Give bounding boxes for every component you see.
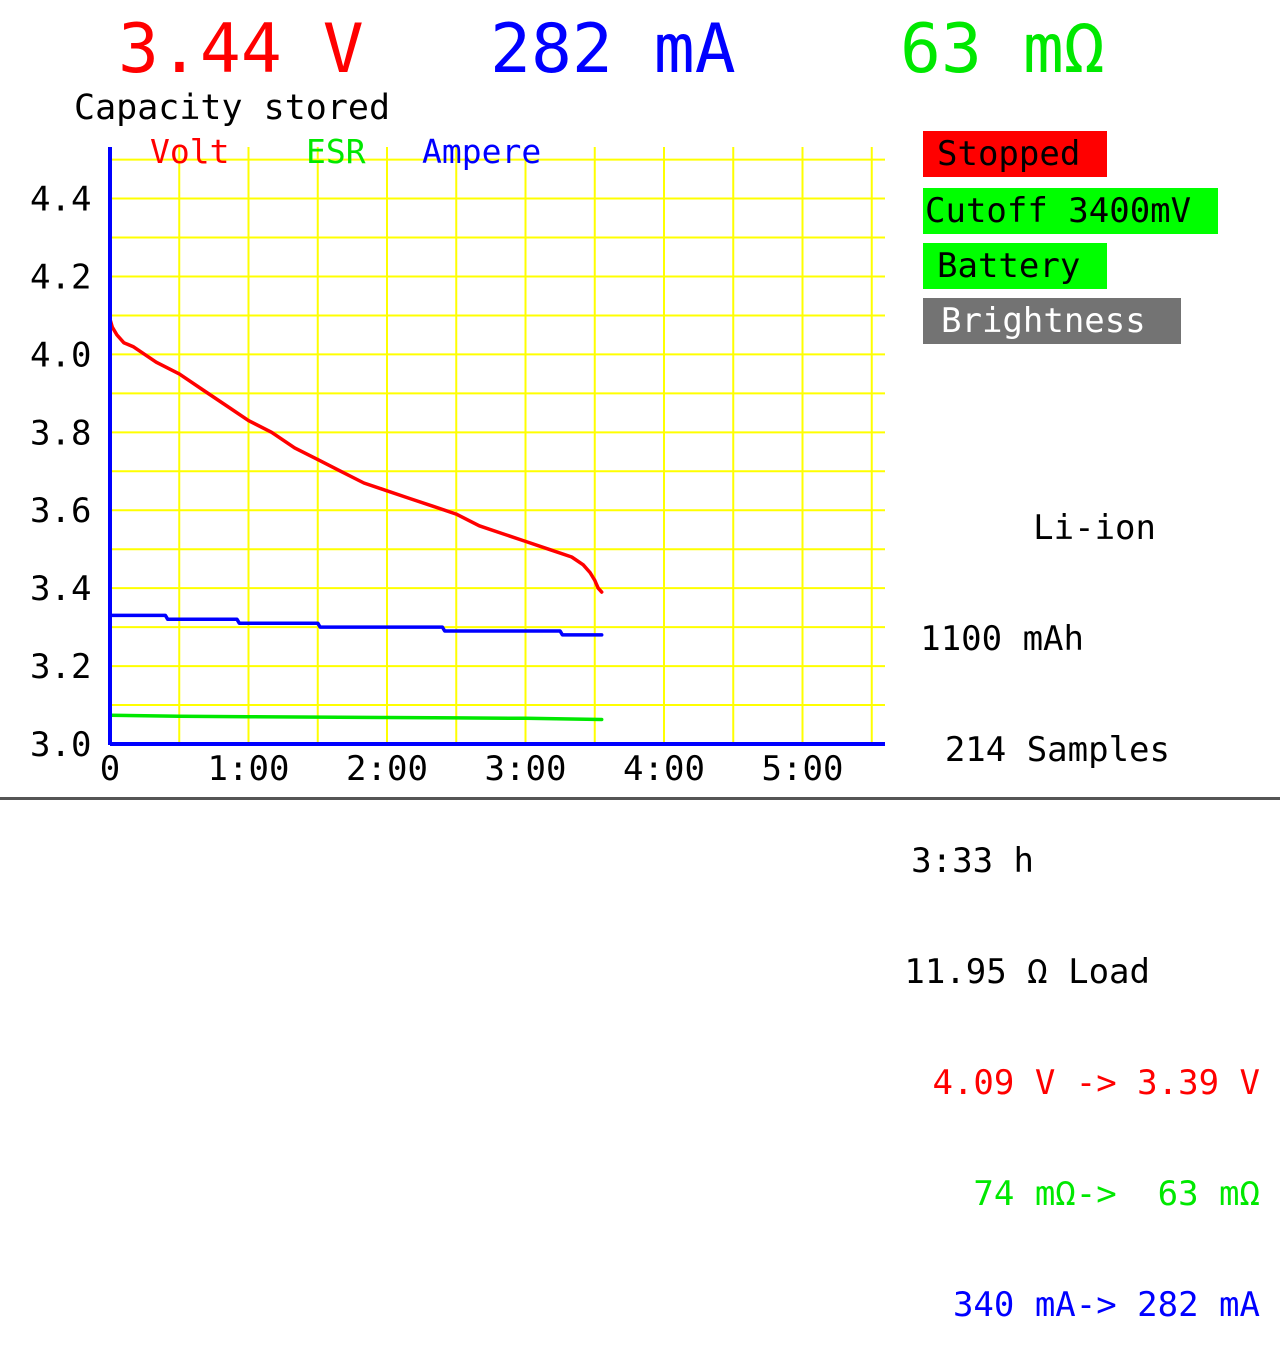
chart-grid	[110, 147, 885, 744]
stat-load: 11.95 Ω Load	[904, 952, 1150, 992]
stats-panel: Li-ion 1100 mAh 214 Samples 3:33 h 11.95…	[880, 436, 1260, 1361]
y-tick-label: 4.0	[30, 335, 91, 375]
bottom-border	[0, 797, 1280, 800]
x-tick-label: 3:00	[485, 749, 567, 789]
y-tick-label: 3.8	[30, 413, 91, 453]
stat-amp-range: 340 mA-> 282 mA	[952, 1285, 1260, 1325]
y-tick-label: 3.0	[30, 725, 91, 765]
legend-esr: ESR	[306, 132, 366, 171]
voltage-readout: 3.44 V	[118, 10, 364, 89]
stopped-button[interactable]: Stopped	[923, 131, 1107, 177]
y-tick-label: 4.4	[30, 180, 91, 220]
chart-axes	[108, 147, 885, 746]
brightness-button[interactable]: Brightness	[923, 298, 1181, 344]
discharge-chart: 3.0 3.2 3.4 3.6 3.8 4.0 4.2 4.4 0 1:00 2:00 3:00 4:0…	[30, 132, 885, 789]
x-tick-label: 0	[100, 749, 120, 789]
stat-volt-range: 4.09 V -> 3.39 V	[932, 1063, 1260, 1103]
x-tick-label: 5:00	[762, 749, 844, 789]
y-tick-label: 4.2	[30, 257, 91, 297]
cutoff-button[interactable]: Cutoff 3400mV	[923, 188, 1218, 234]
legend-volt: Volt	[150, 132, 229, 171]
series-volt-line	[108, 317, 604, 594]
x-tick-label: 4:00	[623, 749, 705, 789]
y-tick-label: 3.2	[30, 647, 91, 687]
stat-chemistry: Li-ion	[1033, 508, 1156, 548]
chart-ticks: 3.0 3.2 3.4 3.6 3.8 4.0 4.2 4.4 0 1:00 2:00 3:00 4:0…	[30, 180, 843, 789]
battery-button[interactable]: Battery	[923, 243, 1107, 289]
stat-samples: 214 Samples	[944, 730, 1170, 770]
series-esr-line	[108, 713, 604, 722]
esr-readout: 63 mΩ	[900, 10, 1105, 89]
capacity-title: Capacity stored	[74, 88, 391, 128]
y-tick-label: 3.6	[30, 491, 91, 531]
series-ampere-line	[108, 613, 604, 637]
legend-ampere: Ampere	[422, 132, 541, 171]
x-tick-label: 2:00	[346, 749, 428, 789]
stat-capacity: 1100 mAh	[920, 619, 1084, 659]
current-readout: 282 mA	[490, 10, 736, 89]
x-tick-label: 1:00	[208, 749, 290, 789]
stat-time: 3:33 h	[911, 841, 1034, 881]
chart-legend: Volt ESR Ampere	[150, 132, 541, 171]
stat-esr-range: 74 mΩ-> 63 mΩ	[973, 1174, 1260, 1214]
chart-series	[108, 317, 604, 722]
y-tick-label: 3.4	[30, 569, 91, 609]
